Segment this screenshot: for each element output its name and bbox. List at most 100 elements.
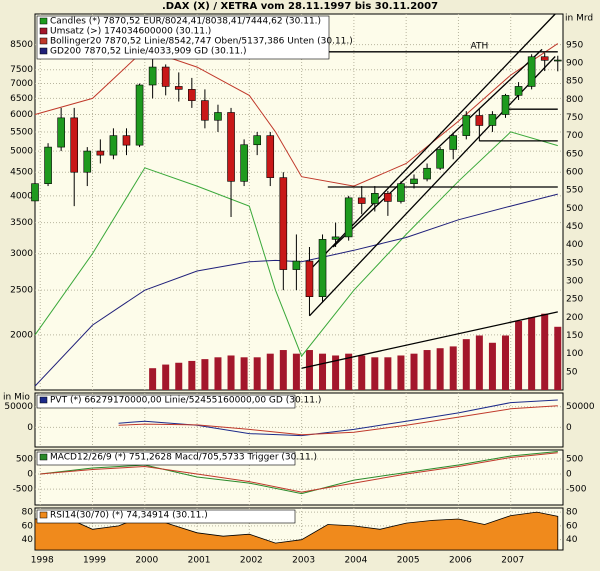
x-tick-label: 2006 <box>449 556 472 566</box>
candle-body <box>253 135 261 146</box>
volume-bar <box>266 353 274 390</box>
candle-body <box>214 112 222 121</box>
y-tick-label: 0 <box>27 423 33 433</box>
candle-body <box>83 150 92 173</box>
candle-body <box>488 114 497 126</box>
y-axis-label: in Mio <box>3 393 30 403</box>
candle-body <box>292 260 301 270</box>
volume-bar <box>436 348 444 390</box>
candle-body <box>148 66 157 86</box>
y-tick-label: 2500 <box>10 286 33 296</box>
volume-bar <box>175 362 183 390</box>
y2-tick-label: 900 <box>566 59 583 69</box>
candle-body <box>161 66 170 87</box>
y2-tick-label: 400 <box>566 240 583 250</box>
candle-body <box>462 115 471 136</box>
y-tick-label: 60 <box>22 521 34 531</box>
volume-bar <box>501 335 509 390</box>
trendline <box>309 56 556 317</box>
y2-tick-label: 150 <box>566 331 583 341</box>
x-tick-label: 2003 <box>292 556 315 566</box>
volume-bar <box>410 353 418 390</box>
y2-tick-label: 550 <box>566 186 583 196</box>
y2-tick-label: 350 <box>566 258 583 268</box>
y-tick-label-right: 80 <box>566 508 578 518</box>
volume-bar <box>515 320 523 390</box>
candle-body <box>174 86 183 90</box>
y2-axis-label: in Mrd <box>565 14 593 24</box>
volume-bar <box>279 350 287 390</box>
candle-body <box>371 193 379 204</box>
volume-bar <box>475 335 483 390</box>
y-tick-label: 5500 <box>10 127 33 137</box>
volume-bar <box>188 360 196 390</box>
x-tick-label: 2002 <box>240 556 263 566</box>
y2-tick-label: 200 <box>566 313 583 323</box>
volume-bar <box>449 346 457 390</box>
y2-tick-label: 700 <box>566 131 583 141</box>
y2-tick-label: 250 <box>566 295 583 305</box>
y-tick-label: 5000 <box>10 147 33 157</box>
legend-label: Bollinger20 7870,52 Linie/8542,747 Oben/… <box>50 37 353 47</box>
y2-tick-label: 850 <box>566 77 583 87</box>
candle-body <box>475 115 484 126</box>
y-tick-label-right: 500 <box>566 455 583 465</box>
y2-tick-label: 300 <box>566 277 583 287</box>
volume-bar <box>462 339 470 390</box>
y-tick-label: 40 <box>22 535 34 545</box>
candle-body <box>331 236 340 240</box>
y2-tick-label: 600 <box>566 168 583 178</box>
volume-bar <box>358 355 366 390</box>
legend-swatch <box>39 511 48 519</box>
y-tick-label-right: 0 <box>566 423 572 433</box>
candle-body <box>318 239 327 297</box>
legend-label: RSI14(30/70) (*) 74,34914 (30.11.) <box>50 511 208 521</box>
volume-bar <box>541 313 549 390</box>
y-tick-label: 3500 <box>10 218 33 228</box>
indicator-line <box>40 451 558 495</box>
candle-body <box>397 183 405 202</box>
volume-bar <box>488 342 496 390</box>
volume-bar <box>253 357 261 390</box>
candle-body <box>279 177 288 270</box>
volume-bar <box>371 357 379 390</box>
x-tick-label: 2000 <box>135 556 158 566</box>
y-tick-label-right: 0 <box>566 470 572 480</box>
legend-label: Umsatz (>) 174034600000 (30.11.) <box>50 27 211 37</box>
candle-body <box>201 100 209 121</box>
y-tick-label: 3000 <box>10 249 33 259</box>
legend-label: Candles (*) 7870,52 EUR/8024,41/8038,41/… <box>50 17 321 27</box>
candle-body <box>423 167 431 180</box>
y-tick-label: 500 <box>16 455 33 465</box>
candle-body <box>70 117 79 173</box>
volume-bar <box>397 355 405 390</box>
y-tick-label: 4000 <box>10 191 33 201</box>
candle-body <box>122 135 131 146</box>
y-tick-label: 0 <box>27 470 33 480</box>
candle-body <box>227 112 235 182</box>
volume-bar <box>201 359 209 390</box>
candle-body <box>527 56 536 87</box>
y-tick-label: 7500 <box>10 65 33 75</box>
candle-body <box>553 59 562 62</box>
candle-body <box>357 197 366 204</box>
candle-body <box>410 178 418 184</box>
x-tick-label: 2001 <box>188 556 211 566</box>
candle-body <box>514 86 523 96</box>
candle-body <box>266 135 275 178</box>
x-tick-label: 1998 <box>31 556 54 566</box>
y2-tick-label: 800 <box>566 95 583 105</box>
y-tick-label: 7000 <box>10 79 33 89</box>
y-tick-label: 6500 <box>10 94 33 104</box>
indicator-line <box>118 405 558 436</box>
y-tick-label-right: -500 <box>566 485 587 495</box>
legend-label: GD200 7870,52 Linie/4033,909 GD (30.11.) <box>50 47 247 57</box>
legend-box <box>36 451 296 466</box>
y-tick-label: 2000 <box>10 330 33 340</box>
candle-body <box>384 193 392 202</box>
volume-bar <box>227 355 235 390</box>
legend-box <box>36 15 330 60</box>
y2-tick-label: 950 <box>566 40 583 50</box>
legend-label: MACD12/26/9 (*) 751,2628 Macd/705,5733 T… <box>50 453 317 463</box>
